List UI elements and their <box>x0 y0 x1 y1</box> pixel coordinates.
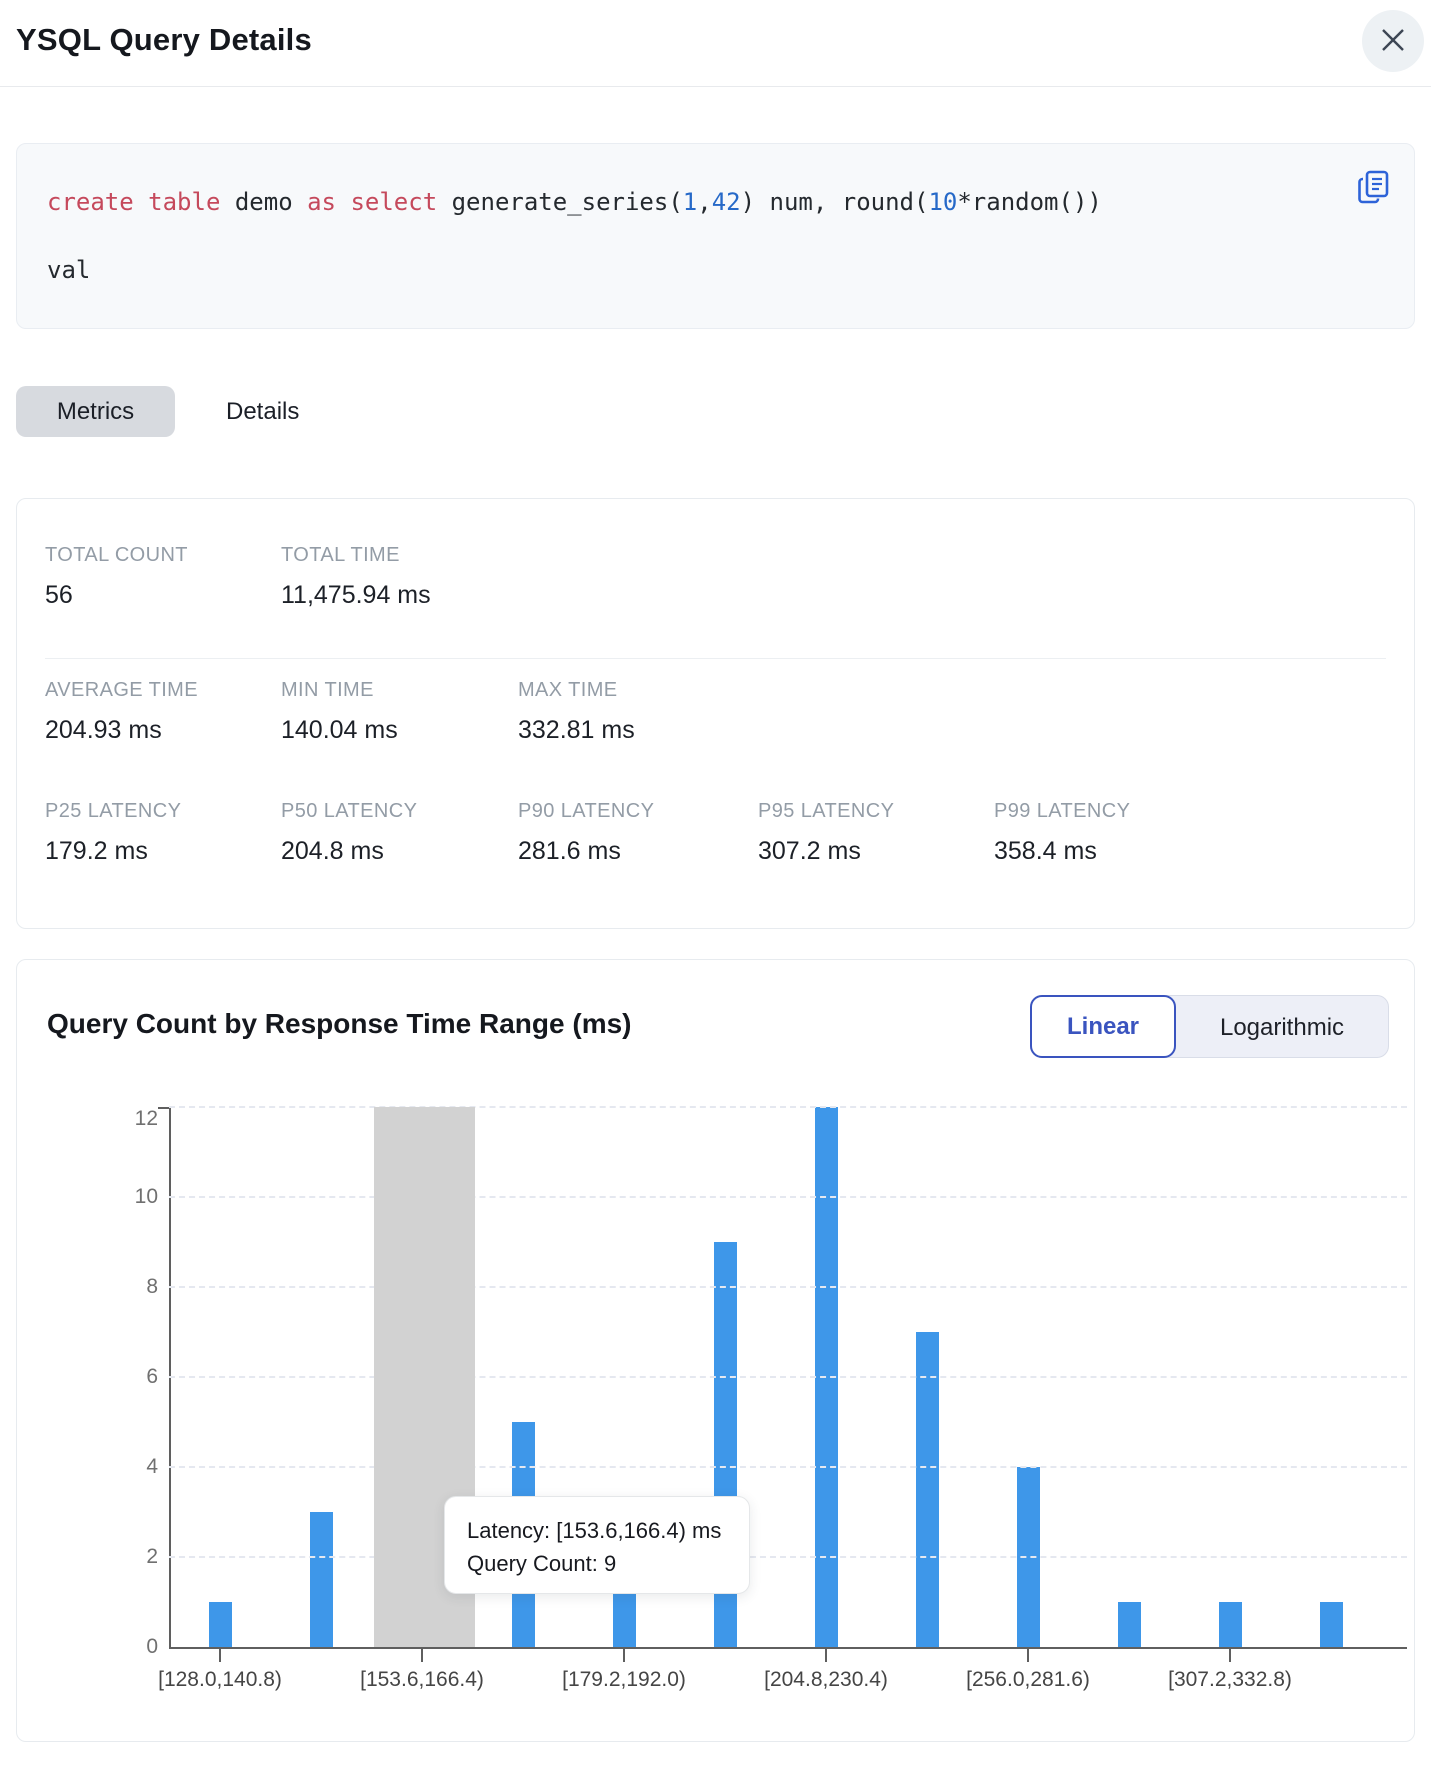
y-axis-tick-label: 8 <box>146 1275 158 1298</box>
toggle-logarithmic[interactable]: Logarithmic <box>1219 1013 1345 1041</box>
bar[interactable] <box>915 1332 939 1647</box>
stat-value: 11,475.94 ms <box>281 581 431 609</box>
x-axis-tick-label: [179.2,192.0) <box>562 1668 686 1691</box>
stat-cell: TOTAL COUNT 56 <box>45 544 281 610</box>
x-axis-tick <box>421 1649 423 1662</box>
y-axis-tick-label: 0 <box>146 1635 158 1658</box>
bar[interactable] <box>208 1602 232 1647</box>
y-axis-tick-label: 2 <box>146 1545 158 1568</box>
y-gridline <box>169 1196 1407 1198</box>
stat-label: P50 LATENCY <box>281 800 418 822</box>
bar[interactable] <box>1319 1602 1343 1647</box>
stat-row-times: AVERAGE TIME 204.93 ms MIN TIME 140.04 ms MA… <box>45 679 1386 745</box>
x-axis-tick <box>825 1649 827 1662</box>
y-axis-tick-label: 4 <box>146 1455 158 1478</box>
stat-label: TOTAL TIME <box>281 544 400 566</box>
chart-panel: Query Count by Response Time Range (ms) … <box>16 959 1415 1742</box>
stat-label: P95 LATENCY <box>758 800 895 822</box>
stat-cell: P25 LATENCY 179.2 ms <box>45 800 281 866</box>
x-axis-tick-label: [256.0,281.6) <box>966 1668 1090 1691</box>
stat-value: 140.04 ms <box>281 716 398 744</box>
x-axis-line <box>169 1647 1407 1649</box>
tab-metrics[interactable]: Metrics <box>16 386 175 437</box>
y-gridline <box>169 1556 1407 1558</box>
stat-cell: MAX TIME 332.81 ms <box>518 679 758 745</box>
stat-row-latencies: P25 LATENCY 179.2 ms P50 LATENCY 204.8 ms P9… <box>45 800 1386 866</box>
bar-chart: [307.2,332.8) [256.0,281.6) [204.8,230.4) [… <box>17 960 1414 1741</box>
stat-cell: P95 LATENCY 307.2 ms <box>758 800 994 866</box>
stat-value: 179.2 ms <box>45 837 148 865</box>
y-gridline <box>169 1286 1407 1288</box>
stat-label: P25 LATENCY <box>45 800 182 822</box>
stat-value: 204.8 ms <box>281 837 384 865</box>
bar[interactable] <box>1218 1602 1242 1647</box>
sql-query-block: create table demo as select generate_ser… <box>16 143 1415 329</box>
y-gridline <box>169 1106 1407 1108</box>
copy-icon <box>1354 170 1394 210</box>
stat-label: TOTAL COUNT <box>45 544 188 566</box>
y-axis-tick-label: 10 <box>134 1185 158 1208</box>
stat-cell: TOTAL TIME 11,475.94 ms <box>281 544 518 610</box>
y-axis-tick-label: 12 <box>134 1107 158 1130</box>
x-axis-tick <box>1229 1649 1231 1662</box>
sql-query-text: create table demo as select generate_ser… <box>47 168 1344 304</box>
stat-label: AVERAGE TIME <box>45 679 198 701</box>
stat-label: MIN TIME <box>281 679 374 701</box>
stat-cell: P50 LATENCY 204.8 ms <box>281 800 518 866</box>
tab-details[interactable]: Details <box>226 397 300 425</box>
x-axis-tick <box>219 1649 221 1662</box>
stat-label: P99 LATENCY <box>994 800 1131 822</box>
y-axis-top-tick <box>158 1107 169 1109</box>
x-axis-tick-label: [153.6,166.4) <box>360 1668 484 1691</box>
page-title: YSQL Query Details <box>16 22 312 57</box>
y-axis-tick-label: 6 <box>146 1365 158 1388</box>
stat-label: P90 LATENCY <box>518 800 655 822</box>
toggle-linear[interactable]: Linear <box>1030 995 1176 1058</box>
stat-cell: P90 LATENCY 281.6 ms <box>518 800 758 866</box>
stat-cell: MIN TIME 140.04 ms <box>281 679 518 745</box>
stat-value: 281.6 ms <box>518 837 621 865</box>
stat-row-totals: TOTAL COUNT 56 TOTAL TIME 11,475.94 ms <box>45 544 1386 610</box>
tooltip-count: Query Count: 9 <box>467 1551 617 1576</box>
close-icon <box>1380 27 1406 56</box>
metrics-divider <box>45 658 1386 659</box>
stat-label: MAX TIME <box>518 679 618 701</box>
chart-title: Query Count by Response Time Range (ms) <box>47 1008 632 1039</box>
y-gridline <box>169 1466 1407 1468</box>
metrics-panel: TOTAL COUNT 56 TOTAL TIME 11,475.94 ms AVER… <box>16 498 1415 929</box>
chart-tooltip: Latency: [153.6,166.4) ms Query Count: 9 <box>444 1496 750 1594</box>
x-axis-tick-label: [307.2,332.8) <box>1168 1668 1292 1691</box>
stat-value: 332.81 ms <box>518 716 635 744</box>
x-axis-tick <box>1027 1649 1029 1662</box>
stat-value: 56 <box>45 581 73 609</box>
modal-header: YSQL Query Details <box>0 0 1431 87</box>
x-axis-tick-label: [128.0,140.8) <box>158 1668 282 1691</box>
stat-value: 358.4 ms <box>994 837 1097 865</box>
x-axis-tick-label: [204.8,230.4) <box>764 1668 888 1691</box>
stat-cell: P99 LATENCY 358.4 ms <box>994 800 1386 866</box>
copy-button[interactable] <box>1352 166 1396 210</box>
stat-cell: AVERAGE TIME 204.93 ms <box>45 679 281 745</box>
stat-value: 307.2 ms <box>758 837 861 865</box>
sql-code-line: val <box>47 256 91 284</box>
sql-code-line: create table demo as select generate_ser… <box>47 188 1102 216</box>
scale-toggle: Linear Logarithmic <box>1030 995 1389 1058</box>
x-axis-tick <box>623 1649 625 1662</box>
stat-value: 204.93 ms <box>45 716 162 744</box>
close-button[interactable] <box>1362 10 1424 72</box>
tooltip-latency: Latency: [153.6,166.4) ms <box>467 1518 722 1543</box>
y-gridline <box>169 1376 1407 1378</box>
bar[interactable] <box>1117 1602 1141 1647</box>
tab-bar: Metrics Details <box>16 386 1415 437</box>
bar[interactable] <box>309 1512 333 1647</box>
